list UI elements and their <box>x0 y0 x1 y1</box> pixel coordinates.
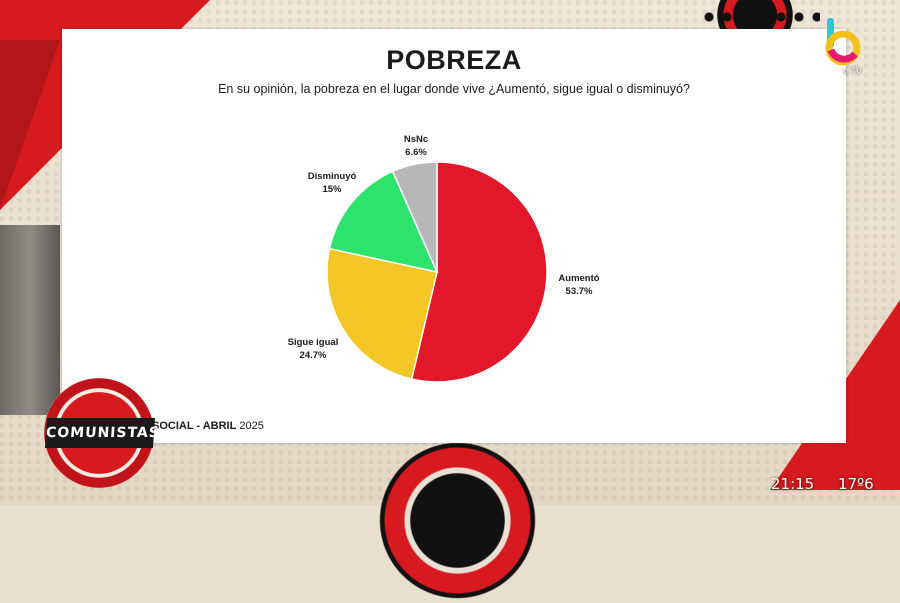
source-note: SOCIAL - ABRIL 2025 <box>152 420 264 432</box>
pie-labels: Aumentó 53.7% Sigue igual 24.7% Disminuyó 15%… <box>288 134 600 361</box>
slice-value-label: 24.7% <box>300 350 327 361</box>
pie-chart: Aumentó 53.7% Sigue igual 24.7% Disminuyó 15%… <box>288 134 600 383</box>
source-label: SOCIAL - ABRIL <box>152 420 237 432</box>
channel-logo-icon <box>825 18 861 66</box>
chart-card: POBREZA En su opinión, la pobreza en el … <box>62 29 846 443</box>
slice-label: Aumentó <box>558 273 599 284</box>
clock-time: 21:15 <box>771 475 815 493</box>
pie-slices <box>326 161 548 383</box>
chart-subtitle: En su opinión, la pobreza en el lugar do… <box>218 82 690 96</box>
pie-slice-sigue-igual <box>326 247 438 380</box>
slice-value-label: 53.7% <box>566 286 593 297</box>
red-shard-decoration-left-inner <box>0 40 60 210</box>
slice-value-label: 15% <box>322 184 342 195</box>
slice-label: Disminuyó <box>308 171 357 182</box>
stone-texture-decoration <box>0 225 60 415</box>
temperature: 17º6 <box>838 475 874 493</box>
source-year: 2025 <box>239 420 264 432</box>
disc-decoration-bottom <box>375 438 540 603</box>
pie-slice-disminuyó <box>328 170 439 274</box>
chart-title: POBREZA <box>386 45 522 75</box>
slice-label: NsNc <box>404 134 428 145</box>
slice-value-label: 6.6% <box>405 147 427 158</box>
pie-slice-nsnc <box>391 161 438 273</box>
program-logo-text: COMUNISTAS <box>44 418 160 448</box>
slice-label: Sigue igual <box>288 337 339 348</box>
channel-suffix: o TV <box>843 66 862 76</box>
pie-slice-aumentó <box>410 161 548 383</box>
